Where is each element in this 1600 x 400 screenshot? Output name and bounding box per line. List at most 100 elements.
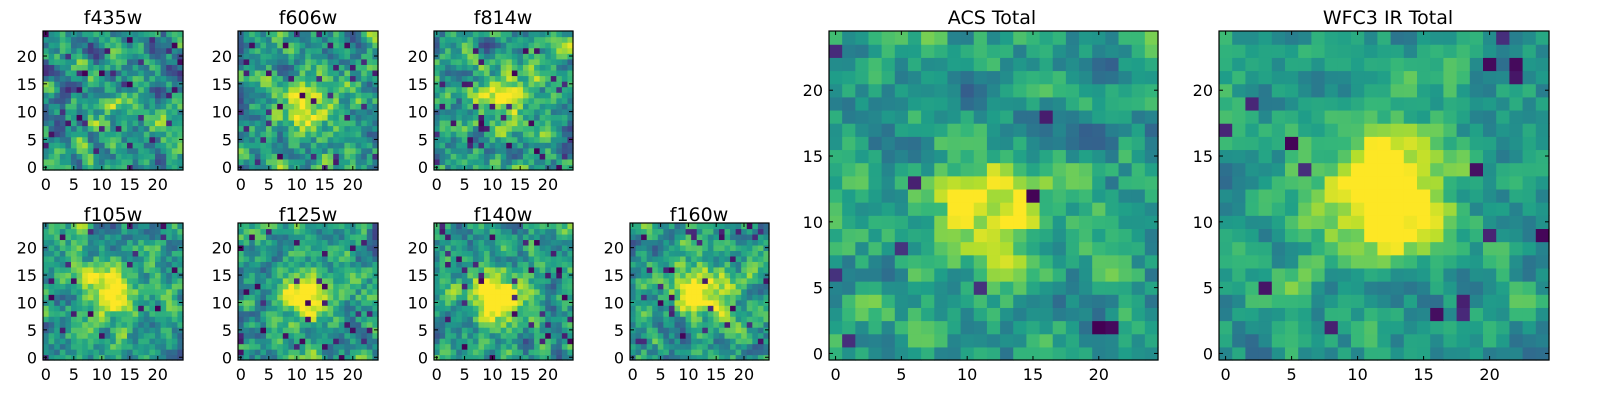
heatmap-cell: [238, 283, 245, 290]
heatmap-cell: [556, 158, 563, 166]
heatmap-cell: [99, 158, 106, 166]
heatmap-cell: [76, 305, 83, 312]
heatmap-cell: [115, 228, 122, 235]
heatmap-cell: [333, 158, 340, 166]
heatmap-cell: [478, 354, 485, 361]
heatmap-cell: [254, 299, 261, 306]
heatmap-cell: [243, 81, 250, 88]
heatmap-cell: [288, 327, 295, 334]
heatmap-cell: [484, 153, 491, 160]
heatmap-cell: [143, 332, 150, 339]
heatmap-cell: [310, 142, 317, 149]
heatmap-cell: [630, 316, 637, 323]
heatmap-cell: [657, 272, 664, 279]
heatmap-cell: [160, 266, 167, 273]
heatmap-cell: [489, 114, 496, 121]
heatmap-cell: [881, 202, 896, 216]
heatmap-cell: [299, 142, 306, 149]
heatmap-cell: [445, 64, 452, 71]
axes-frame: [433, 222, 574, 361]
heatmap-cell: [71, 42, 78, 49]
heatmap-cell: [652, 250, 659, 257]
heatmap-cell: [249, 277, 256, 284]
heatmap-cell: [282, 266, 289, 273]
heatmap-cell: [294, 53, 301, 60]
heatmap-cell: [282, 239, 289, 246]
heatmap-cell: [149, 31, 156, 38]
heatmap-cell: [528, 272, 535, 279]
heatmap-cell: [99, 277, 106, 284]
heatmap-cell: [1039, 281, 1054, 295]
heatmap-cell: [59, 58, 66, 65]
heatmap-cell: [372, 349, 379, 356]
heatmap-cell: [350, 42, 357, 49]
heatmap-cell: [71, 86, 78, 93]
heatmap-cell: [635, 343, 642, 350]
heatmap-cell: [674, 310, 681, 317]
heatmap-cell: [350, 255, 357, 262]
heatmap-cell: [1065, 294, 1080, 308]
heatmap-cell: [288, 58, 295, 65]
heatmap-cell: [534, 153, 541, 160]
heatmap-cell: [115, 108, 122, 115]
heatmap-cell: [76, 164, 83, 171]
heatmap-cell: [132, 114, 139, 121]
heatmap-cell: [500, 250, 507, 257]
heatmap-cell: [99, 108, 106, 115]
heatmap-cell: [294, 125, 301, 132]
heatmap-cell: [87, 58, 94, 65]
heatmap-cell: [316, 142, 323, 149]
heatmap-cell: [696, 244, 703, 251]
heatmap-cell: [680, 239, 687, 246]
heatmap-cell: [76, 239, 83, 246]
heatmap-cell: [149, 354, 156, 361]
heatmap-cell: [249, 114, 256, 121]
heatmap-cell: [713, 228, 720, 235]
heatmap-cell: [177, 261, 184, 268]
heatmap-cell: [434, 288, 441, 295]
heatmap-cell: [752, 261, 759, 268]
heatmap-cell: [630, 310, 637, 317]
heatmap-cell: [327, 86, 334, 93]
heatmap-cell: [567, 283, 574, 290]
heatmap-cell: [550, 142, 557, 149]
heatmap-cell: [829, 333, 843, 348]
heatmap-cell: [54, 86, 61, 93]
heatmap-cell: [550, 69, 557, 77]
heatmap-cell: [467, 125, 474, 132]
heatmap-cell: [361, 332, 368, 339]
y-tick-label: 15: [408, 75, 428, 94]
heatmap-cell: [76, 58, 83, 65]
heatmap-cell: [48, 277, 55, 284]
heatmap-cell: [243, 158, 250, 166]
heatmap-cell: [680, 261, 687, 268]
heatmap-cell: [121, 42, 128, 49]
heatmap-cell: [539, 261, 546, 268]
heatmap-cell: [1118, 188, 1133, 203]
heatmap-cell: [138, 64, 145, 71]
heatmap-cell: [149, 142, 156, 149]
heatmap-cell: [752, 338, 759, 345]
heatmap-cell: [260, 310, 267, 317]
heatmap-cell: [260, 64, 267, 71]
heatmap-cell: [127, 250, 134, 257]
heatmap-cell: [87, 108, 94, 115]
heatmap-cell: [517, 327, 524, 334]
heatmap-cell: [921, 188, 935, 203]
heatmap-cell: [115, 349, 122, 356]
heatmap-cell: [372, 158, 379, 166]
heatmap-cell: [478, 338, 485, 345]
heatmap-cell: [243, 338, 250, 345]
heatmap-cell: [1000, 307, 1014, 322]
heatmap-cell: [545, 142, 552, 149]
heatmap-cell: [43, 332, 50, 339]
heatmap-cell: [947, 281, 962, 295]
heatmap-cell: [361, 244, 368, 251]
heatmap-cell: [500, 261, 507, 268]
heatmap-cell: [489, 255, 496, 262]
heatmap-cell: [171, 299, 178, 306]
heatmap-cell: [1065, 281, 1080, 295]
heatmap-cell: [741, 283, 748, 290]
heatmap-cell: [143, 288, 150, 295]
